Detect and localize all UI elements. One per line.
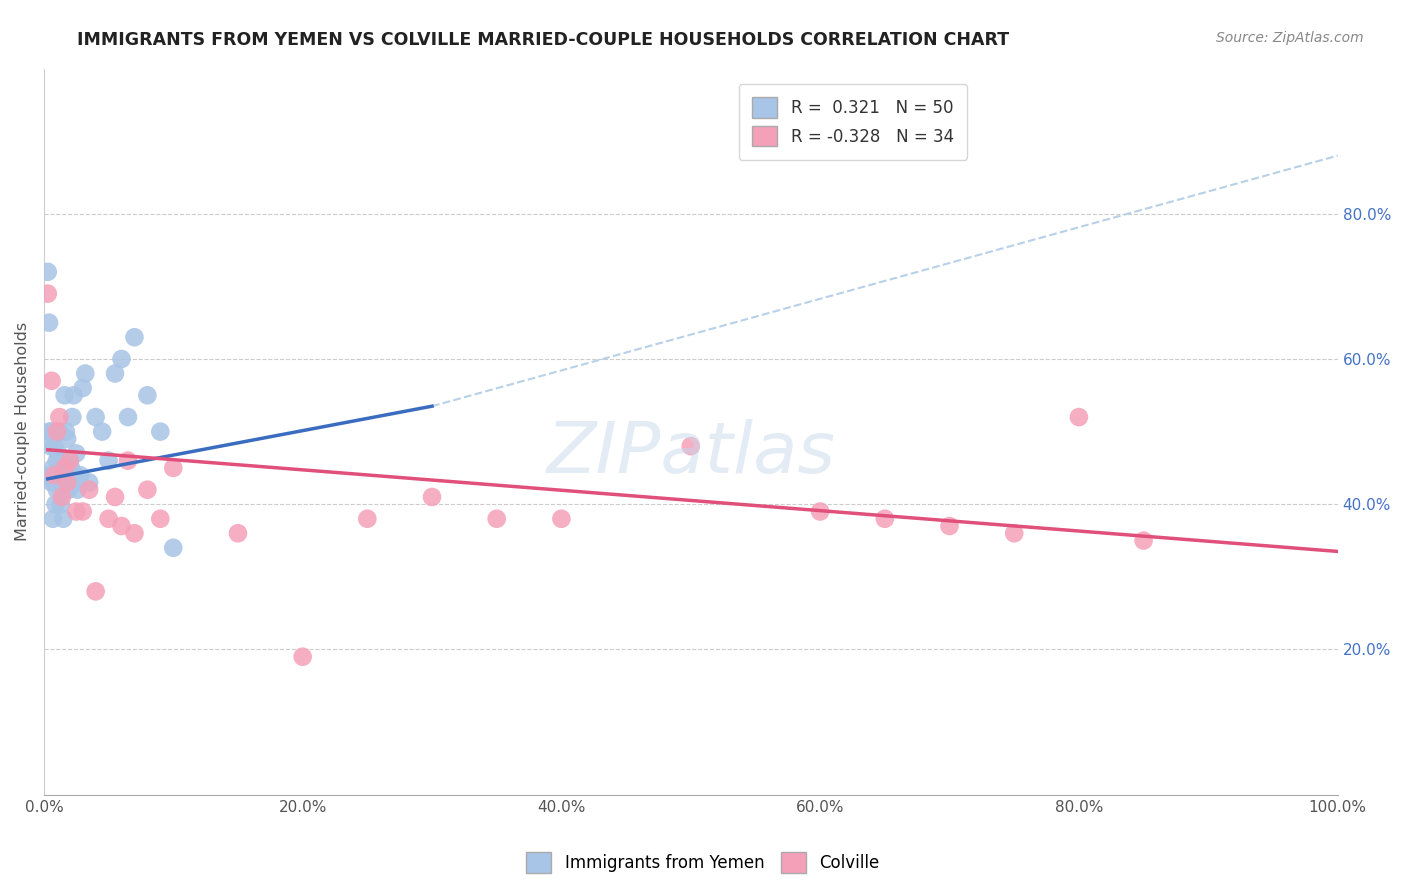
Point <box>291 649 314 664</box>
Point <box>53 461 76 475</box>
Point <box>45 453 67 467</box>
Point <box>52 475 75 490</box>
Point <box>51 468 73 483</box>
Point <box>42 512 65 526</box>
Point <box>37 286 59 301</box>
Point <box>67 475 90 490</box>
Point <box>48 410 70 425</box>
Text: IMMIGRANTS FROM YEMEN VS COLVILLE MARRIED-COUPLE HOUSEHOLDS CORRELATION CHART: IMMIGRANTS FROM YEMEN VS COLVILLE MARRIE… <box>77 31 1010 49</box>
Point <box>39 439 62 453</box>
Point <box>97 453 120 467</box>
Point <box>124 330 146 344</box>
Point <box>45 483 67 497</box>
Point <box>49 497 72 511</box>
Y-axis label: Married-couple Households: Married-couple Households <box>15 322 30 541</box>
Point <box>136 388 159 402</box>
Point <box>226 526 249 541</box>
Point <box>97 512 120 526</box>
Point <box>162 461 184 475</box>
Point <box>938 519 960 533</box>
Legend: R =  0.321   N = 50, R = -0.328   N = 34: R = 0.321 N = 50, R = -0.328 N = 34 <box>740 84 967 160</box>
Point <box>104 490 127 504</box>
Point <box>117 410 139 425</box>
Point <box>44 475 66 490</box>
Point <box>1002 526 1025 541</box>
Point <box>72 504 94 518</box>
Point <box>41 374 63 388</box>
Point <box>84 584 107 599</box>
Point <box>485 512 508 526</box>
Point <box>62 388 84 402</box>
Point <box>110 519 132 533</box>
Point <box>1067 410 1090 425</box>
Point <box>77 483 100 497</box>
Point <box>41 475 63 490</box>
Point <box>58 483 80 497</box>
Point <box>77 475 100 490</box>
Point <box>53 468 76 483</box>
Point <box>56 432 79 446</box>
Text: ZIPatlas: ZIPatlas <box>547 419 835 488</box>
Point <box>356 512 378 526</box>
Point <box>44 468 66 483</box>
Point <box>39 468 62 483</box>
Point <box>46 446 69 460</box>
Point <box>117 453 139 467</box>
Point <box>44 468 66 483</box>
Point <box>65 446 87 460</box>
Point <box>59 453 82 467</box>
Point <box>91 425 114 439</box>
Point <box>55 425 77 439</box>
Point <box>420 490 443 504</box>
Point <box>42 461 65 475</box>
Point <box>136 483 159 497</box>
Point <box>60 461 83 475</box>
Point <box>44 497 66 511</box>
Point <box>52 512 75 526</box>
Point <box>104 367 127 381</box>
Point <box>873 512 896 526</box>
Point <box>45 425 67 439</box>
Point <box>75 367 97 381</box>
Point <box>41 425 63 439</box>
Point <box>679 439 702 453</box>
Point <box>84 410 107 425</box>
Point <box>66 483 89 497</box>
Point <box>72 381 94 395</box>
Point <box>110 351 132 366</box>
Point <box>1132 533 1154 548</box>
Legend: Immigrants from Yemen, Colville: Immigrants from Yemen, Colville <box>520 846 886 880</box>
Point <box>37 265 59 279</box>
Point <box>51 490 73 504</box>
Point <box>149 512 172 526</box>
Point <box>162 541 184 555</box>
Point <box>63 468 86 483</box>
Point <box>65 504 87 518</box>
Point <box>48 475 70 490</box>
Point <box>124 526 146 541</box>
Point <box>48 425 70 439</box>
Point <box>49 453 72 467</box>
Point <box>60 410 83 425</box>
Point <box>550 512 572 526</box>
Point <box>59 453 82 467</box>
Point <box>38 425 60 439</box>
Point <box>149 425 172 439</box>
Point <box>808 504 831 518</box>
Text: Source: ZipAtlas.com: Source: ZipAtlas.com <box>1216 31 1364 45</box>
Point <box>56 475 79 490</box>
Point <box>53 388 76 402</box>
Point <box>44 439 66 453</box>
Point <box>38 316 60 330</box>
Point <box>69 468 91 483</box>
